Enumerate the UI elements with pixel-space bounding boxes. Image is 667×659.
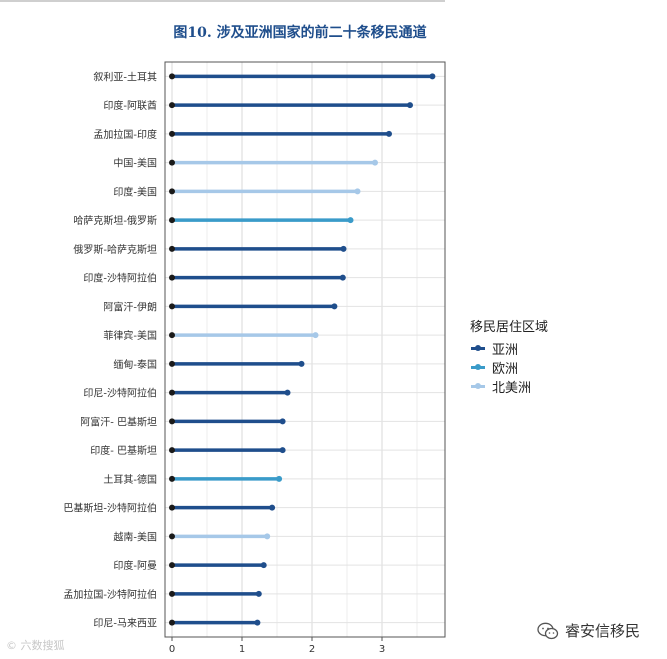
lollipop-end-point bbox=[354, 188, 361, 195]
y-tick-label: 印度-沙特阿拉伯 bbox=[83, 272, 157, 285]
lollipop-start-point bbox=[169, 217, 175, 224]
y-tick-label: 孟加拉国-沙特阿拉伯 bbox=[63, 588, 157, 601]
lollipop-start-point bbox=[169, 188, 175, 195]
lollipop-start-point bbox=[169, 102, 175, 109]
y-tick-label: 印度-阿联酋 bbox=[103, 99, 157, 112]
y-tick-label: 印尼-沙特阿拉伯 bbox=[83, 387, 157, 400]
lollipop-start-point bbox=[169, 447, 175, 454]
y-tick-label: 巴基斯坦-沙特阿拉伯 bbox=[63, 502, 157, 515]
legend-title: 移民居住区域 bbox=[470, 320, 549, 335]
legend-label-europe: 欧洲 bbox=[492, 362, 519, 377]
x-tick-label: 0 bbox=[169, 644, 175, 655]
lollipop-end-point bbox=[298, 360, 305, 367]
y-tick-label: 印尼-马来西亚 bbox=[93, 618, 157, 630]
legend-label-north-america: 北美洲 bbox=[492, 381, 532, 396]
lollipop-end-point bbox=[386, 130, 392, 137]
legend-item-europe: 欧洲 bbox=[470, 358, 548, 377]
y-tick-label: 菲律宾-美国 bbox=[103, 329, 157, 342]
lollipop-start-point bbox=[169, 360, 175, 367]
lollipop-start-point bbox=[169, 389, 175, 396]
lollipop-start-point bbox=[169, 73, 175, 80]
x-tick-label: 1 bbox=[239, 644, 245, 655]
plot-border bbox=[164, 61, 446, 638]
lollipop-start-point bbox=[169, 562, 175, 569]
legend-key-europe bbox=[470, 358, 486, 377]
y-tick-label: 缅甸-泰国 bbox=[113, 358, 157, 371]
y-tick-label: 孟加拉国-印度 bbox=[93, 128, 157, 141]
y-tick-label: 阿富汗- 巴基斯坦 bbox=[80, 415, 157, 428]
y-tick-label: 阿富汗-伊朗 bbox=[103, 300, 157, 313]
plot-panel bbox=[165, 62, 445, 637]
lollipop-end-point bbox=[429, 73, 436, 80]
wechat-icon bbox=[537, 622, 559, 639]
lollipop-end-point bbox=[269, 504, 276, 511]
lollipop-start-point bbox=[169, 159, 175, 166]
legend-key-asia bbox=[470, 339, 486, 358]
lollipop-end-point bbox=[279, 447, 286, 454]
watermark-left: © 六数搜狐 bbox=[6, 639, 65, 652]
lollipop-start-point bbox=[169, 590, 175, 597]
lollipop-end-point bbox=[331, 303, 338, 310]
lollipop-end-point bbox=[276, 475, 283, 482]
lollipop-start-point bbox=[169, 504, 175, 511]
x-tick-label: 2 bbox=[309, 644, 315, 655]
lollipop-start-point bbox=[169, 619, 175, 626]
lollipop-start-point bbox=[169, 533, 175, 540]
lollipop-start-point bbox=[169, 475, 175, 482]
y-tick-label: 叙利亚-土耳其 bbox=[93, 70, 157, 83]
watermark-right: 睿安信移民 bbox=[537, 620, 640, 641]
lollipop-start-point bbox=[169, 332, 175, 339]
lollipop-end-point bbox=[340, 245, 347, 252]
legend-item-north-america: 北美洲 bbox=[470, 377, 548, 396]
lollipop-end-point bbox=[339, 274, 346, 281]
x-tick-label: 3 bbox=[379, 644, 385, 655]
lollipop-start-point bbox=[169, 245, 175, 252]
legend: 移民居住区域 亚洲 欧洲 北美洲 bbox=[470, 316, 548, 396]
lollipop-end-point bbox=[347, 217, 354, 224]
lollipop-end-point bbox=[372, 159, 378, 166]
y-tick-label: 印度- 巴基斯坦 bbox=[90, 444, 157, 457]
y-tick-label: 土耳其-德国 bbox=[103, 473, 157, 486]
lollipop-start-point bbox=[169, 418, 175, 425]
lollipop-start-point bbox=[169, 274, 175, 281]
legend-key-north-america bbox=[470, 377, 486, 396]
y-tick-label: 越南-美国 bbox=[113, 530, 157, 543]
lollipop-start-point bbox=[169, 130, 175, 137]
y-tick-label: 哈萨克斯坦-俄罗斯 bbox=[73, 214, 157, 227]
top-divider bbox=[0, 0, 445, 2]
y-tick-label: 印度-美国 bbox=[113, 185, 157, 198]
chart-title: 图10. 涉及亚洲国家的前二十条移民通道 bbox=[173, 25, 427, 41]
legend-item-asia: 亚洲 bbox=[470, 339, 548, 358]
lollipop-start-point bbox=[169, 303, 175, 310]
lollipop-end-point bbox=[264, 533, 271, 540]
lollipop-end-point bbox=[284, 389, 291, 396]
watermark-right-text: 睿安信移民 bbox=[565, 622, 641, 640]
lollipop-end-point bbox=[254, 619, 261, 626]
y-tick-label: 中国-美国 bbox=[113, 157, 157, 170]
lollipop-end-point bbox=[255, 590, 262, 597]
y-tick-label: 印度-阿曼 bbox=[113, 559, 157, 572]
y-tick-label: 俄罗斯-哈萨克斯坦 bbox=[73, 243, 157, 256]
lollipop-end-point bbox=[279, 418, 286, 425]
lollipop-end-point bbox=[312, 332, 319, 339]
lollipop-end-point bbox=[407, 102, 413, 109]
legend-label-asia: 亚洲 bbox=[492, 343, 519, 358]
lollipop-end-point bbox=[260, 562, 267, 569]
